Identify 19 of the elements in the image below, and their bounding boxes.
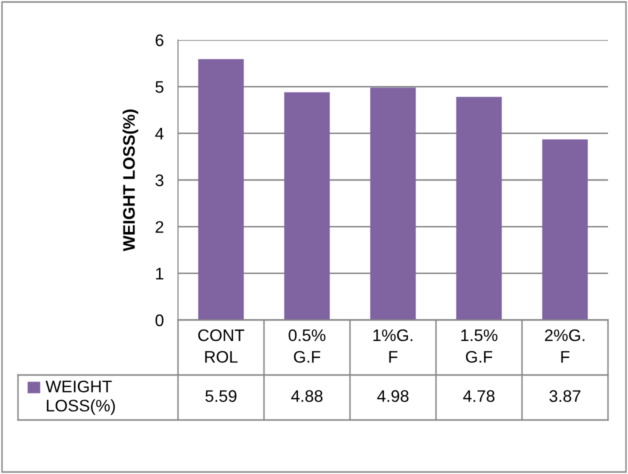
y-tick-label: 3 xyxy=(155,174,164,186)
y-tick-label: 1 xyxy=(156,268,164,280)
y-tick-label: 0 xyxy=(155,314,164,326)
y-tick-label: 6 xyxy=(156,34,164,46)
x-tick-label: 2%G.F xyxy=(544,329,584,363)
data-label: 4.78 xyxy=(463,390,494,402)
y-tick-label: 4 xyxy=(155,128,164,140)
data-label: 4.88 xyxy=(291,390,322,402)
data-label: 3.87 xyxy=(549,390,580,402)
y-tick-label: 2 xyxy=(156,221,164,233)
x-tick-label: CONTROL xyxy=(198,329,244,363)
data-label: 5.59 xyxy=(205,390,236,402)
x-tick-label: 0.5% G.F xyxy=(288,329,326,363)
y-tick-label: 5 xyxy=(156,81,164,93)
data-label: 4.98 xyxy=(377,390,408,402)
x-tick-label: 1.5% G.F xyxy=(461,329,498,363)
y-axis-title: WEIGHT LOSS(%) xyxy=(122,110,138,252)
x-tick-label: 1%G.F xyxy=(373,329,412,363)
legend-label: WEIGHT LOSS(%) xyxy=(46,380,115,415)
